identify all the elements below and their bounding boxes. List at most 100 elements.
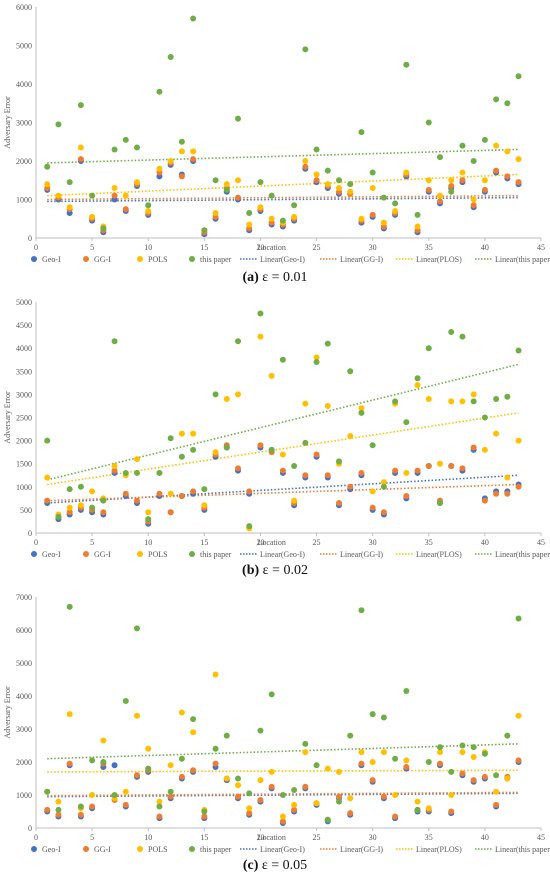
point-pols [44,181,51,188]
point-gg-i [246,488,253,495]
point-this-paper [336,798,342,805]
point-pols [369,184,376,191]
point-pols [55,192,62,199]
point-pols [414,382,421,389]
point-this-paper [178,453,185,460]
point-this-paper [392,755,399,762]
point-pols [279,451,286,458]
point-gg-i [470,777,477,784]
point-gg-i [448,183,455,190]
point-pols [358,405,365,412]
point-this-paper [313,359,320,366]
legend-item-gg-i: GG-I [83,550,111,559]
point-this-paper [257,179,264,186]
point-this-paper [504,393,511,400]
y-tick-label: 4500 [16,321,32,330]
caption-epsilon: ε = 0.02 [262,563,308,578]
point-this-paper [414,806,421,813]
point-pols [504,775,511,782]
chart-panel-b: 0 500 1000 1500 2000 2500 3000 3500 4000 4500 5000… [0,295,550,590]
point-pols [223,396,230,403]
point-this-paper [246,790,253,797]
x-tick-label: 20 [256,833,264,842]
point-this-paper [414,211,421,218]
trendline-linear-gg-i [47,483,519,502]
point-gg-i [313,177,320,184]
legend-item-this-paper: this paper [189,845,232,854]
point-gg-i [302,163,309,170]
point-gg-i [190,767,197,774]
point-pols [369,759,376,765]
point-this-paper [246,209,253,216]
y-tick-label: 500 [20,506,32,515]
point-pols [336,768,342,775]
point-this-paper [190,15,197,22]
y-tick-label: 6000 [16,626,32,635]
point-pols [246,805,253,812]
point-this-paper [167,435,174,442]
point-this-paper [156,469,163,476]
legend-marker [83,551,89,557]
point-this-paper [89,192,96,199]
x-axis-label: Location [257,243,285,252]
x-tick-label: 15 [200,243,208,252]
legend-label: Geo-I [42,255,61,264]
caption-c: (c) ε = 0.05 [0,858,550,874]
legend-item-pols: POLS [137,845,168,854]
point-pols [448,177,455,184]
legend-label: this paper [200,550,232,559]
point-pols [515,156,522,163]
y-tick-label: 0 [28,529,32,538]
point-pols [403,169,410,176]
point-pols [268,215,275,222]
point-pols [302,749,309,756]
y-tick-label: 2500 [16,414,32,423]
point-pols [358,749,365,756]
point-this-paper [268,691,275,698]
y-tick-label: 2000 [16,437,32,446]
point-gg-i [481,497,488,504]
y-tick-label: 0 [28,824,32,833]
point-pols [44,474,51,481]
point-gg-i [358,469,365,476]
x-tick-label: 45 [537,833,545,842]
point-pols [481,177,488,184]
point-gg-i [481,773,488,780]
point-this-paper [313,762,320,769]
point-this-paper [212,745,219,752]
point-this-paper [235,775,241,782]
point-gg-i [66,760,73,767]
point-pols [134,456,140,463]
point-pols [178,148,185,155]
point-gg-i [156,490,163,497]
point-this-paper [392,398,399,405]
x-tick-label: 20 [256,538,264,547]
point-this-paper [481,136,488,143]
point-gg-i [44,806,51,813]
point-pols [89,213,96,220]
x-tick-label: 45 [537,538,545,547]
point-this-paper [100,497,107,504]
point-pols [425,177,432,184]
point-pols [223,775,230,782]
point-this-paper [145,765,152,772]
point-pols [145,208,152,215]
point-this-paper [459,333,466,340]
point-this-paper [425,759,432,765]
point-pols [504,474,511,481]
legend-label: this paper [200,255,232,264]
point-this-paper [448,188,455,195]
point-pols [268,372,275,379]
legend-item-linear-geo-i: Linear(Geo-I) [240,550,305,559]
point-pols [481,446,488,453]
y-tick-label: 0 [28,234,32,243]
legend-marker [137,551,143,557]
legend-label: Linear(Geo-I) [260,550,305,559]
legend-item-linear-plos: Linear(PLOS) [396,255,462,264]
point-this-paper [448,768,455,775]
legend-marker [83,846,89,852]
point-this-paper [257,727,264,734]
point-gg-i [515,483,522,490]
point-gg-i [380,793,387,800]
point-gg-i [167,793,174,800]
